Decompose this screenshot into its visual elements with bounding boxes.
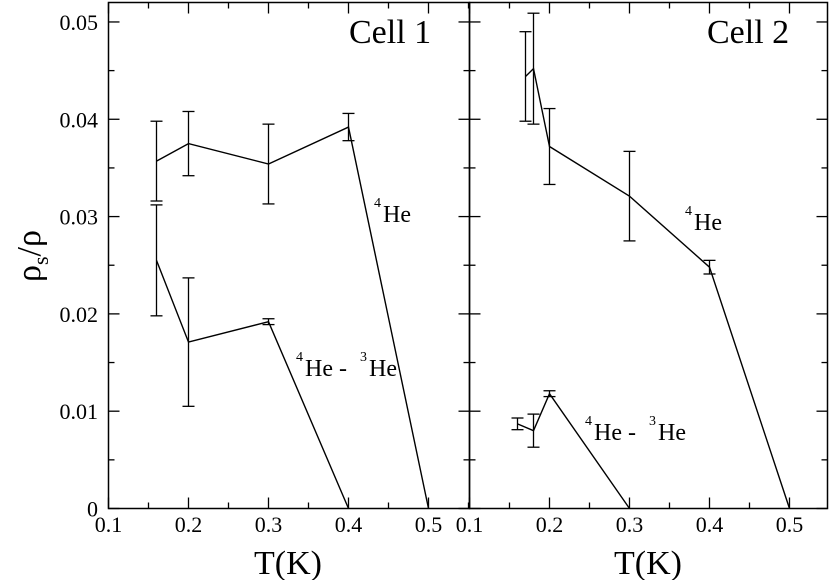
svg-text:4: 4 <box>374 196 381 211</box>
svg-text:4: 4 <box>296 350 303 365</box>
y-tick-label: 0.05 <box>60 10 99 35</box>
x-tick-label: 0.2 <box>175 512 203 537</box>
svg-text:3: 3 <box>360 350 367 365</box>
x-tick-label: 0.4 <box>335 512 363 537</box>
x-tick-label: 0.5 <box>415 512 443 537</box>
panel-2-label: Cell 2 <box>707 14 789 51</box>
series-line-he4 <box>156 126 430 509</box>
svg-text:ρs/ρ: ρs/ρ <box>11 230 53 282</box>
series-line-he4-he3 <box>517 392 631 509</box>
annotation-cell2-he4: 4 He <box>685 204 722 236</box>
panel-1-label: Cell 1 <box>349 14 431 51</box>
svg-text:4: 4 <box>685 204 692 219</box>
x-tick-label: 0.4 <box>696 512 724 537</box>
y-tick-label: 0.04 <box>60 107 99 132</box>
x-axis-label-panel-1: T(K) <box>254 545 322 580</box>
y-tick-label: 0.03 <box>60 205 99 230</box>
y-tick-label: 0 <box>87 497 98 522</box>
x-tick-label: 0.1 <box>456 512 484 537</box>
y-tick-label: 0.01 <box>60 399 99 424</box>
panel-2-frame <box>468 1 829 510</box>
svg-text:He: He <box>369 356 397 382</box>
svg-text:3: 3 <box>649 414 656 429</box>
x-axis-label-panel-2: T(K) <box>614 545 682 580</box>
svg-text:He: He <box>383 202 411 228</box>
svg-text:He -: He - <box>594 420 636 446</box>
x-tick-label: 0.3 <box>616 512 644 537</box>
x-tick-label: 0.5 <box>776 512 804 537</box>
x-tick-label: 0.3 <box>255 512 283 537</box>
svg-text:He -: He - <box>305 356 347 382</box>
annotation-cell1-mix: 4 He - 3 He <box>296 350 397 382</box>
svg-text:He: He <box>694 210 722 236</box>
annotation-cell2-mix: 4 He - 3 He <box>585 414 686 446</box>
panel-1-frame <box>107 1 471 510</box>
y-axis-label: ρs/ρ <box>11 230 53 282</box>
svg-text:4: 4 <box>585 414 592 429</box>
x-tick-label: 0.2 <box>536 512 564 537</box>
plot-layer: 0.1 0.2 0.3 0.4 0.5 0 0.01 0.02 0.03 0.04 0.05 0.1 0… <box>60 2 828 537</box>
svg-text:He: He <box>658 420 686 446</box>
y-tick-label: 0.02 <box>60 302 99 327</box>
annotation-cell1-he4: 4 He <box>374 196 411 228</box>
series-line-he4 <box>525 67 791 509</box>
x-tick-label: 0.1 <box>95 512 123 537</box>
series-line-he4-he3 <box>155 260 350 509</box>
